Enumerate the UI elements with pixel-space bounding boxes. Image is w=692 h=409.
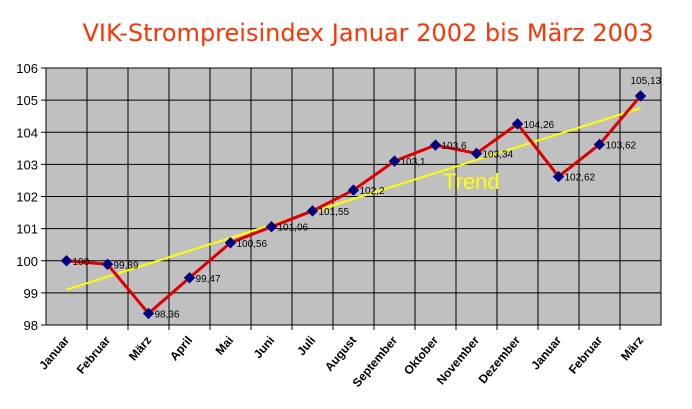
data-point	[429, 139, 442, 151]
x-tick-label: Mai	[213, 333, 237, 357]
data-point	[552, 170, 565, 183]
x-tick-label: März	[618, 333, 646, 363]
data-label: 100	[73, 257, 90, 268]
markers-group	[60, 90, 647, 320]
data-label: 102,2	[360, 186, 385, 197]
x-tick-label: Juni	[251, 333, 278, 361]
y-axis: 98 99 100 101 102 103 104 105 106	[16, 61, 46, 333]
data-point	[593, 138, 606, 151]
y-tick-label: 98	[24, 318, 38, 333]
data-label: 100,56	[237, 239, 268, 250]
x-tick-label: Januar	[528, 333, 564, 372]
y-tick-label: 101	[16, 222, 38, 237]
x-tick-label: Juli	[294, 333, 318, 358]
data-point	[347, 184, 360, 196]
data-point	[511, 118, 524, 130]
x-tick-label: Oktober	[401, 333, 442, 377]
x-tick-label: Februar	[74, 333, 114, 376]
trend-group: Trend	[66, 107, 641, 291]
data-point	[470, 147, 483, 160]
x-tick-label: März	[126, 333, 154, 363]
y-tick-label: 100	[16, 254, 38, 269]
x-tick-label: August	[322, 333, 359, 374]
data-point	[142, 307, 155, 320]
trend-line	[66, 107, 641, 291]
data-label: 103,1	[401, 157, 426, 168]
data-point	[306, 205, 319, 217]
data-label: 103,34	[483, 149, 514, 160]
x-tick-label: Februar	[566, 333, 606, 376]
y-tick-label: 102	[16, 190, 38, 205]
data-label: 99,47	[196, 274, 221, 285]
y-tick-label: 105	[16, 93, 38, 108]
x-tick-label: Januar	[36, 333, 72, 372]
gridlines	[46, 68, 661, 325]
data-label: 103,62	[606, 140, 637, 151]
data-point	[388, 155, 401, 167]
x-axis: Januar Februar März April Mai Juni Juli AugustS…	[36, 325, 646, 390]
x-tick-label: Dezember	[476, 333, 524, 386]
x-tick-label: April	[167, 333, 195, 363]
y-tick-label: 106	[16, 61, 38, 76]
x-tick-label: November	[434, 333, 483, 387]
data-label: 98,36	[155, 309, 180, 320]
chart-title: VIK-Strompreisindex Januar 2002 bis März…	[83, 19, 654, 47]
data-point	[634, 90, 647, 102]
data-label: 99,89	[114, 260, 139, 271]
data-label: 105,13	[631, 76, 662, 87]
data-point	[183, 272, 196, 284]
data-point	[224, 237, 237, 249]
data-label: 104,26	[524, 120, 555, 131]
data-point	[101, 258, 114, 270]
data-point	[265, 220, 278, 233]
data-labels: 100 99,89 98,36 99,47 100,56 101,06 101,55 102,…	[73, 76, 662, 320]
data-label: 101,55	[319, 207, 350, 218]
y-tick-label: 104	[16, 125, 38, 140]
data-point	[60, 255, 73, 267]
data-label: 103,6	[442, 141, 467, 152]
trend-label: Trend	[443, 169, 500, 194]
data-label: 102,62	[565, 173, 596, 184]
data-label: 101,06	[278, 223, 309, 234]
y-tick-label: 99	[24, 286, 38, 301]
y-tick-label: 103	[16, 157, 38, 172]
